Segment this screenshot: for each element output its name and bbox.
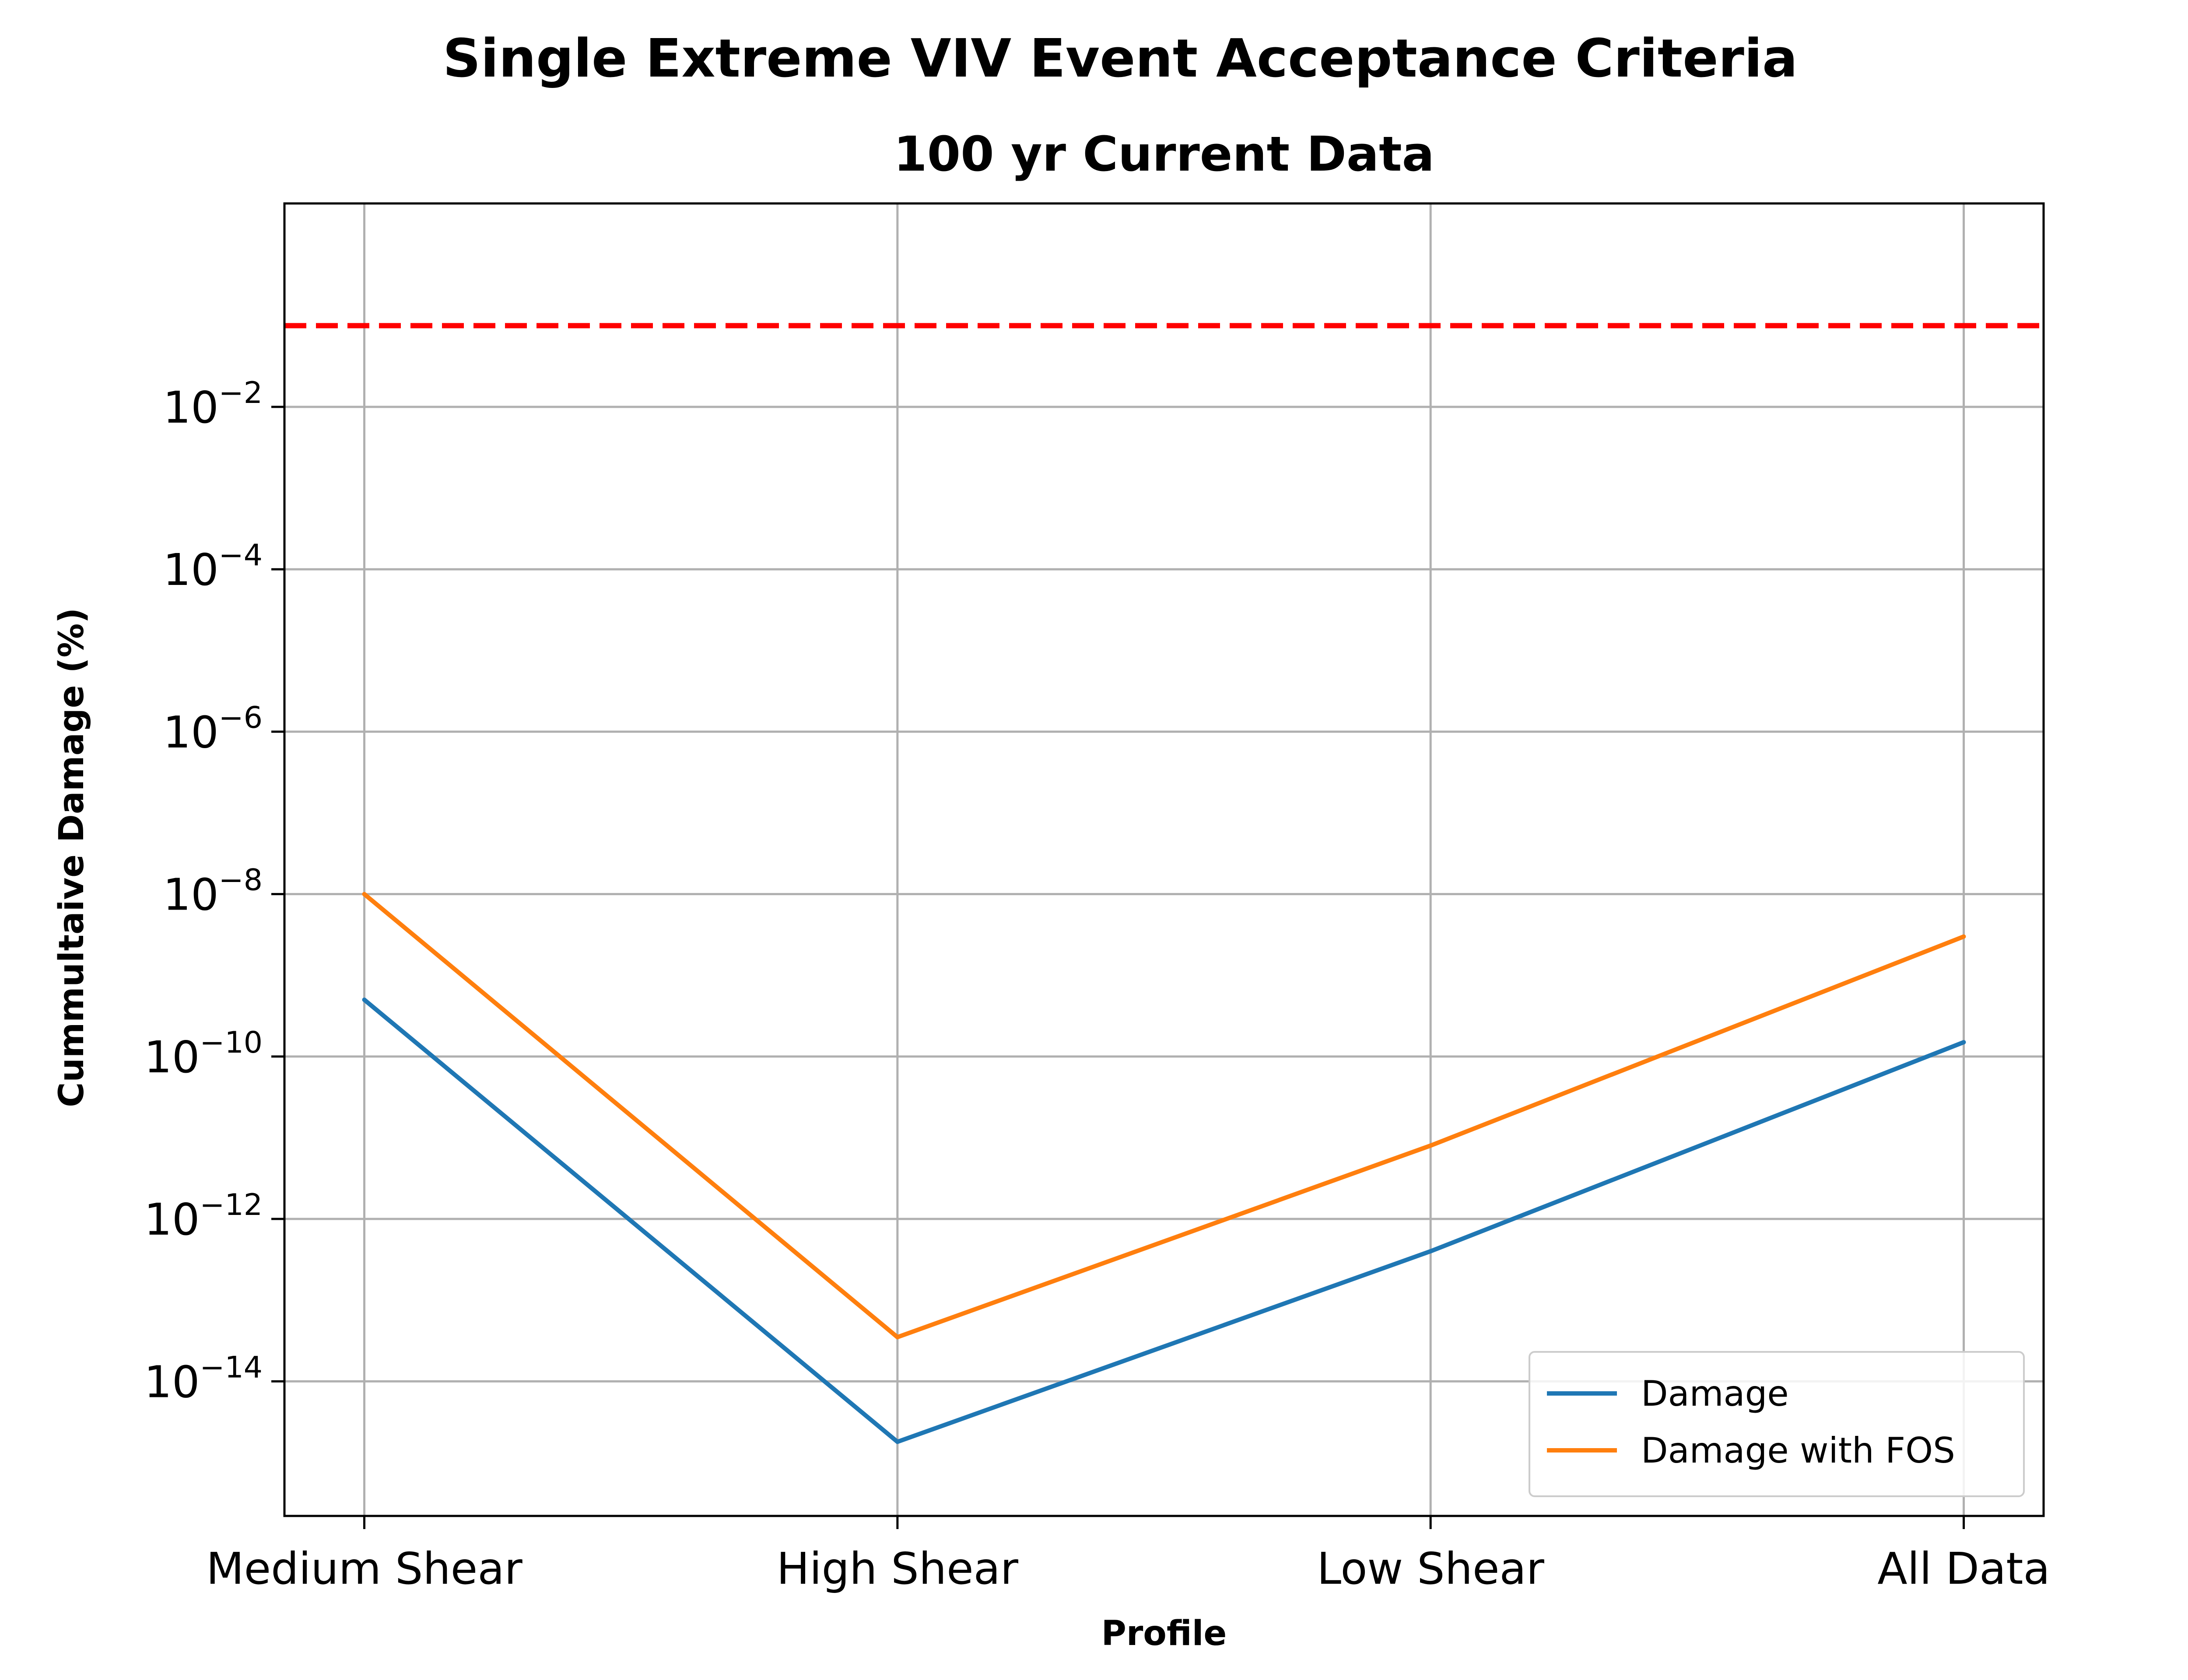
data-point bbox=[362, 892, 367, 896]
y-tick-label: 10−14 bbox=[144, 1350, 263, 1407]
series-layer bbox=[362, 892, 1966, 1444]
data-point bbox=[1961, 934, 1966, 939]
legend-label: Damage bbox=[1641, 1373, 1789, 1414]
data-point bbox=[1428, 1143, 1433, 1148]
x-tick-label: Low Shear bbox=[1317, 1543, 1544, 1594]
y-tick-label: 10−6 bbox=[163, 700, 263, 758]
legend-label: Damage with FOS bbox=[1641, 1430, 1955, 1471]
legend: Damage Damage with FOS bbox=[1529, 1351, 2025, 1497]
x-tick-label: Medium Shear bbox=[206, 1543, 522, 1594]
data-point bbox=[895, 1335, 900, 1340]
chart-title: Single Extreme VIV Event Acceptance Crit… bbox=[443, 28, 1798, 89]
data-point bbox=[1961, 1040, 1966, 1045]
y-tick-label: 10−2 bbox=[163, 376, 263, 433]
y-axis-label: Cummultaive Damage (%) bbox=[52, 608, 91, 1107]
data-point bbox=[1428, 1249, 1433, 1253]
y-tick-label: 10−12 bbox=[144, 1188, 263, 1245]
plot-area-frame bbox=[283, 202, 2045, 1517]
x-axis-label: Profile bbox=[1101, 1614, 1227, 1653]
legend-box bbox=[1529, 1351, 2025, 1497]
y-tick-label: 10−10 bbox=[144, 1026, 263, 1083]
x-tick-label: All Data bbox=[1877, 1543, 2050, 1594]
y-tick-label: 10−4 bbox=[163, 538, 263, 595]
grid bbox=[284, 203, 2044, 1516]
y-tick-label: 10−8 bbox=[163, 863, 263, 920]
data-point bbox=[895, 1439, 900, 1444]
ticks: Medium Shear High Shear Low Shear All Data 1… bbox=[144, 376, 2050, 1594]
series-line-1 bbox=[363, 892, 1965, 1340]
series-line-0 bbox=[363, 998, 1965, 1444]
x-tick-label: High Shear bbox=[777, 1543, 1019, 1594]
chart-subtitle: 100 yr Current Data bbox=[894, 126, 1434, 182]
data-point bbox=[362, 998, 367, 1002]
